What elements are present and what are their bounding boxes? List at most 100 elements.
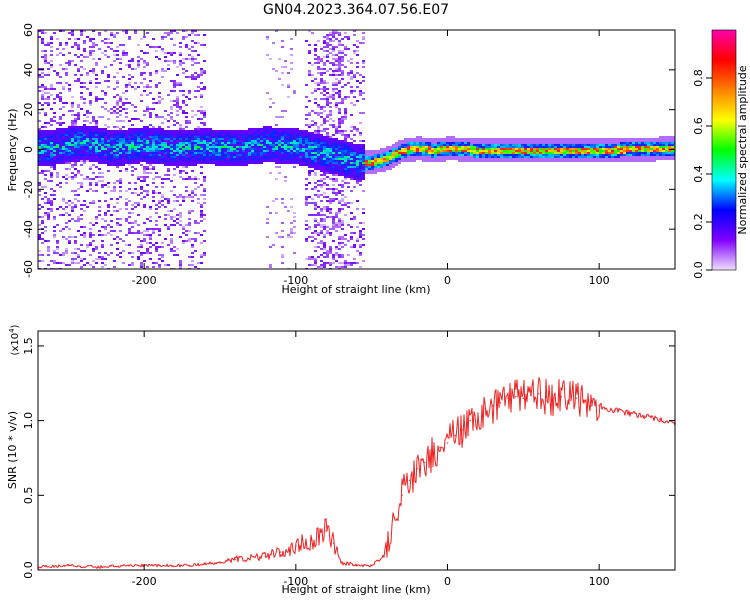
spectrogram-cell bbox=[344, 148, 347, 150]
spectrogram-cell bbox=[416, 142, 419, 144]
spectrogram-cell bbox=[314, 54, 317, 56]
spectrogram-cell bbox=[197, 134, 200, 136]
spectrogram-cell bbox=[236, 164, 239, 166]
spectrogram-cell bbox=[188, 160, 191, 162]
spectrogram-cell bbox=[185, 240, 188, 242]
spectrogram-cell bbox=[476, 150, 479, 152]
spectrogram-cell bbox=[281, 46, 284, 48]
spectrogram-cell bbox=[71, 106, 74, 108]
spectrogram-cell bbox=[92, 172, 95, 174]
spectrogram-cell bbox=[563, 156, 566, 158]
spectrogram-cell bbox=[47, 146, 50, 148]
spectrogram-cell bbox=[125, 190, 128, 192]
spectrogram-cell bbox=[47, 74, 50, 76]
spectrogram-cell bbox=[455, 158, 458, 160]
spectrogram-cell bbox=[395, 142, 398, 144]
spectrogram-cell bbox=[44, 240, 47, 242]
spectrogram-cell bbox=[95, 62, 98, 64]
spectrogram-cell bbox=[191, 152, 194, 154]
spectrogram-cell bbox=[140, 144, 143, 146]
spectrogram-cell bbox=[338, 262, 341, 264]
spectrogram-cell bbox=[80, 136, 83, 138]
spectrogram-cell bbox=[335, 168, 338, 170]
spectrogram-cell bbox=[152, 230, 155, 232]
spectrogram-cell bbox=[242, 150, 245, 152]
spectrogram-cell bbox=[341, 122, 344, 124]
spectrogram-cell bbox=[341, 228, 344, 230]
spectrogram-cell bbox=[101, 186, 104, 188]
spectrogram-cell bbox=[122, 132, 125, 134]
spectrogram-cell bbox=[155, 128, 158, 130]
spectrogram-cell bbox=[356, 100, 359, 102]
spectrogram-cell bbox=[293, 130, 296, 132]
spectrogram-cell bbox=[200, 154, 203, 156]
spectrogram-cell bbox=[221, 152, 224, 154]
spectrogram-cell bbox=[65, 226, 68, 228]
spectrogram-cell bbox=[524, 140, 527, 142]
spectrogram-cell bbox=[356, 176, 359, 178]
spectrogram-cell bbox=[224, 160, 227, 162]
spectrogram-cell bbox=[62, 138, 65, 140]
spectrogram-cell bbox=[323, 142, 326, 144]
spectrogram-cell bbox=[188, 158, 191, 160]
spectrogram-cell bbox=[65, 182, 68, 184]
spectrogram-cell bbox=[140, 140, 143, 142]
spectrogram-cell bbox=[62, 176, 65, 178]
spectrogram-cell bbox=[230, 152, 233, 154]
spectrogram-cell bbox=[524, 150, 527, 152]
spectrogram-cell bbox=[41, 220, 44, 222]
spectrogram-cell bbox=[581, 152, 584, 154]
spectrogram-cell bbox=[338, 172, 341, 174]
spectrogram-cell bbox=[50, 210, 53, 212]
spectrogram-cell bbox=[200, 214, 203, 216]
spectrogram-cell bbox=[140, 246, 143, 248]
spectrogram-cell bbox=[326, 170, 329, 172]
spectrogram-cell bbox=[467, 158, 470, 160]
spectrogram-cell bbox=[98, 58, 101, 60]
spectrogram-cell bbox=[137, 178, 140, 180]
spectrogram-cell bbox=[308, 136, 311, 138]
spectrogram-cell bbox=[47, 250, 50, 252]
spectrogram-cell bbox=[338, 74, 341, 76]
spectrogram-cell bbox=[329, 232, 332, 234]
spectrogram-cell bbox=[176, 162, 179, 164]
spectrogram-cell bbox=[128, 164, 131, 166]
spectrogram-cell bbox=[320, 98, 323, 100]
spectrogram-cell bbox=[89, 156, 92, 158]
spectrogram-cell bbox=[191, 178, 194, 180]
spectrogram-cell bbox=[185, 160, 188, 162]
spectrogram-cell bbox=[191, 74, 194, 76]
spectrogram-cell bbox=[566, 142, 569, 144]
spectrogram-cell bbox=[224, 162, 227, 164]
spectrogram-cell bbox=[536, 146, 539, 148]
spectrogram-cell bbox=[548, 158, 551, 160]
spectrogram-cell bbox=[347, 176, 350, 178]
spectrogram-cell bbox=[161, 140, 164, 142]
spectrogram-cell bbox=[332, 222, 335, 224]
spectrogram-cell bbox=[47, 150, 50, 152]
spectrogram-cell bbox=[338, 94, 341, 96]
spectrogram-cell bbox=[215, 132, 218, 134]
spectrogram-cell bbox=[134, 128, 137, 130]
spectrogram-cell bbox=[374, 168, 377, 170]
spectrogram-cell bbox=[179, 164, 182, 166]
spectrogram-cell bbox=[164, 138, 167, 140]
spectrogram-cell bbox=[53, 162, 56, 164]
spectrogram-cell bbox=[320, 146, 323, 148]
spectrogram-cell bbox=[119, 144, 122, 146]
spectrogram-cell bbox=[86, 56, 89, 58]
spectrogram-cell bbox=[167, 168, 170, 170]
spectrogram-cell bbox=[161, 48, 164, 50]
spectrogram-cell bbox=[185, 166, 188, 168]
spectrogram-cell bbox=[188, 256, 191, 258]
spectrogram-cell bbox=[125, 158, 128, 160]
spectrogram-cell bbox=[107, 142, 110, 144]
spectrogram-cell bbox=[389, 150, 392, 152]
spectrogram-cell bbox=[170, 90, 173, 92]
spectrogram-cell bbox=[194, 160, 197, 162]
spectrogram-cell bbox=[332, 84, 335, 86]
spectrogram-cell bbox=[554, 160, 557, 162]
spectrogram-cell bbox=[491, 142, 494, 144]
spectrogram-cell bbox=[47, 92, 50, 94]
spectrogram-cell bbox=[335, 74, 338, 76]
